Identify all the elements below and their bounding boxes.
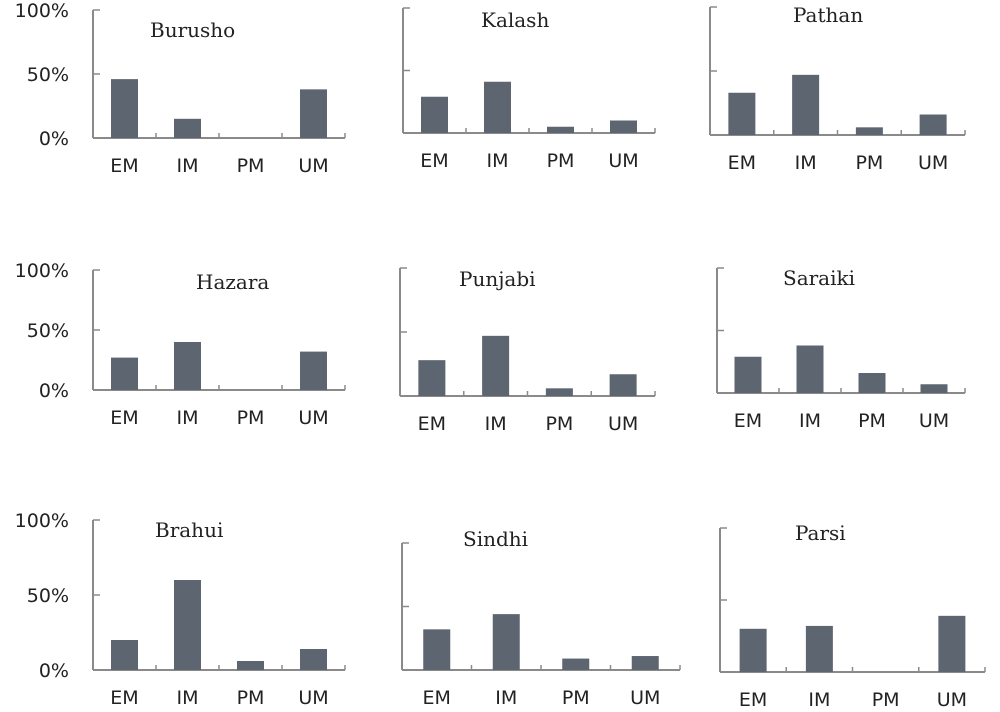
brahui-category-label: EM <box>110 687 138 709</box>
kalash-category-label: IM <box>487 150 509 172</box>
hazara-ytick-label: 100% <box>15 260 69 282</box>
parsi-bar-em <box>739 628 767 672</box>
sindhi-category-label: EM <box>423 687 451 709</box>
sindhi-category-label: IM <box>495 687 517 709</box>
kalash-category-label: PM <box>547 150 575 172</box>
parsi-category-label: IM <box>808 689 830 711</box>
burusho-title: Burusho <box>150 18 235 42</box>
hazara-bar-em <box>111 357 138 390</box>
sindhi-bar-em <box>423 629 451 670</box>
kalash-bar-im <box>484 81 511 133</box>
punjabi-category-label: UM <box>608 413 638 435</box>
saraiki-category-label: EM <box>734 410 762 432</box>
hazara-bar-um <box>300 351 327 390</box>
saraiki-category-label: PM <box>858 410 886 432</box>
burusho-category-label: EM <box>110 155 138 177</box>
burusho-ytick-label: 0% <box>39 128 69 150</box>
punjabi-bar-em <box>418 360 446 396</box>
sindhi-category-label: PM <box>562 687 590 709</box>
kalash-title: Kalash <box>481 8 549 32</box>
brahui-ytick-label: 50% <box>27 585 69 607</box>
brahui-bar-im <box>174 580 201 670</box>
parsi-title: Parsi <box>795 521 846 545</box>
punjabi-title: Punjabi <box>459 267 536 291</box>
punjabi-category-label: IM <box>485 413 507 435</box>
pathan-bar-em <box>728 92 756 135</box>
hazara-category-label: EM <box>110 407 138 429</box>
saraiki-category-label: UM <box>919 410 949 432</box>
hazara-category-label: UM <box>298 407 328 429</box>
sindhi-category-label: UM <box>630 687 660 709</box>
punjabi-bar-im <box>482 335 510 396</box>
burusho-bar-im <box>174 118 201 138</box>
pathan-bar-um <box>919 114 947 135</box>
saraiki-bar-em <box>734 356 762 393</box>
saraiki-bar-um <box>920 384 948 393</box>
burusho-bar-um <box>300 89 327 138</box>
kalash-bar-em <box>421 96 448 133</box>
kalash-category-label: UM <box>608 150 638 172</box>
brahui-ytick-label: 100% <box>15 510 69 532</box>
burusho-category-label: IM <box>177 155 199 177</box>
brahui-category-label: PM <box>237 687 265 709</box>
parsi-bar-im <box>805 625 833 672</box>
sindhi-bar-im <box>492 614 520 670</box>
saraiki-bar-pm <box>858 373 886 393</box>
pathan-category-label: IM <box>795 152 817 174</box>
burusho-ytick-label: 50% <box>27 64 69 86</box>
sindhi-bar-um <box>631 656 659 670</box>
hazara-ytick-label: 0% <box>39 380 69 402</box>
parsi-category-label: EM <box>739 689 767 711</box>
parsi-bar-um <box>938 615 966 672</box>
saraiki-bar-im <box>796 345 824 393</box>
brahui-category-label: UM <box>298 687 328 709</box>
kalash-category-label: EM <box>420 150 448 172</box>
burusho-bar-em <box>111 79 138 138</box>
hazara-ytick-label: 50% <box>27 320 69 342</box>
punjabi-bar-pm <box>545 388 573 396</box>
brahui-bar-em <box>111 640 138 670</box>
parsi-category-label: PM <box>872 689 900 711</box>
hazara-bar-im <box>174 342 201 390</box>
pathan-bar-im <box>792 74 820 135</box>
kalash-bar-pm <box>547 126 574 133</box>
brahui-bar-um <box>300 649 327 670</box>
brahui-title: Brahui <box>155 518 223 542</box>
pathan-category-label: PM <box>855 152 883 174</box>
hazara-category-label: PM <box>237 407 265 429</box>
burusho-category-label: UM <box>298 155 328 177</box>
sindhi-title: Sindhi <box>463 527 528 551</box>
pathan-bar-pm <box>855 127 883 135</box>
burusho-category-label: PM <box>237 155 265 177</box>
pathan-category-label: EM <box>728 152 756 174</box>
sindhi-bar-pm <box>562 658 590 670</box>
punjabi-category-label: EM <box>418 413 446 435</box>
pathan-category-label: UM <box>918 152 948 174</box>
pathan-title: Pathan <box>793 3 863 27</box>
kalash-bar-um <box>610 120 637 133</box>
burusho-ytick-label: 100% <box>15 0 69 22</box>
punjabi-category-label: PM <box>545 413 573 435</box>
saraiki-title: Saraiki <box>783 266 855 290</box>
parsi-category-label: UM <box>937 689 967 711</box>
hazara-title: Hazara <box>196 270 269 294</box>
brahui-bar-pm <box>237 661 264 670</box>
hazara-category-label: IM <box>177 407 199 429</box>
brahui-category-label: IM <box>177 687 199 709</box>
saraiki-category-label: IM <box>799 410 821 432</box>
brahui-ytick-label: 0% <box>39 660 69 682</box>
punjabi-bar-um <box>609 374 637 396</box>
